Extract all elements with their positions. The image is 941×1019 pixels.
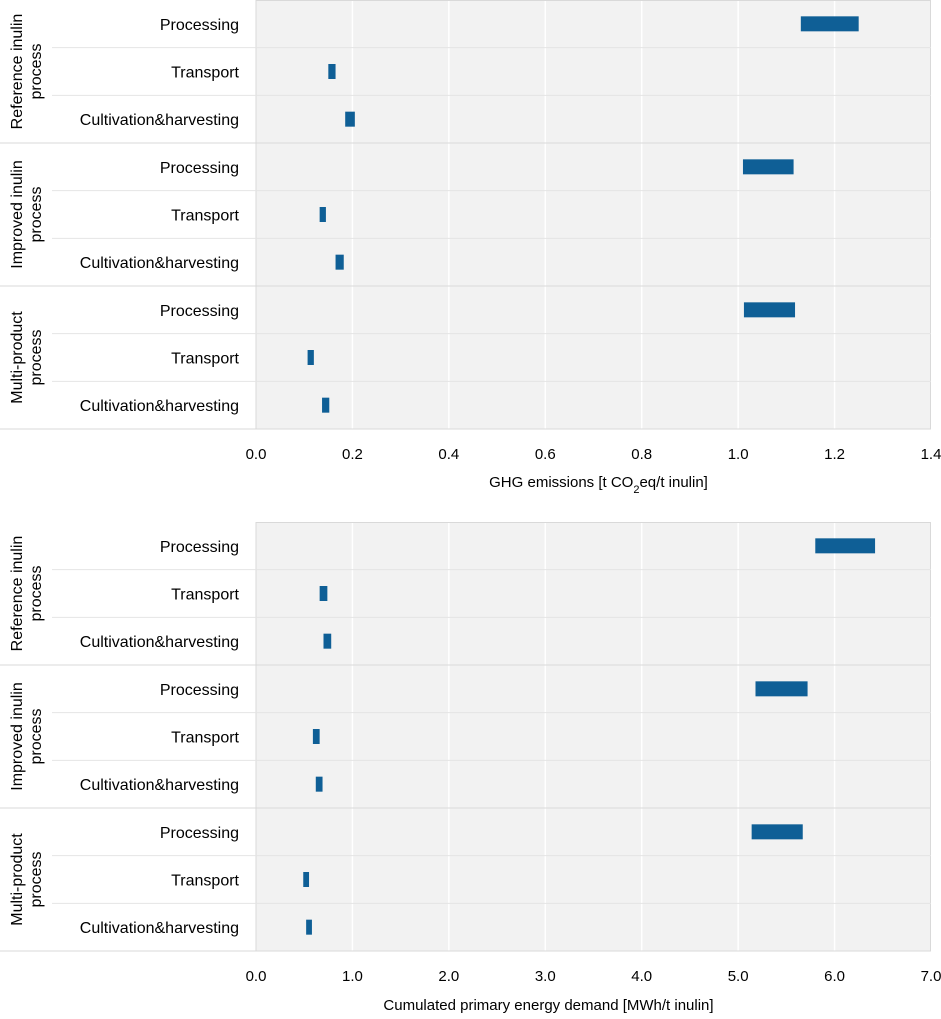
- category-label: Processing: [160, 17, 239, 34]
- x-axis-title-part: eq/t inulin]: [639, 474, 707, 491]
- range-bar: [335, 254, 344, 270]
- group-label: Reference inulin process: [9, 536, 45, 652]
- group-label-line: Reference inulin: [9, 14, 26, 130]
- x-tick-label: 1.2: [824, 446, 845, 463]
- category-label: Transport: [171, 730, 239, 747]
- category-label: Transport: [171, 587, 239, 604]
- group-label: Multi-product process: [9, 311, 45, 404]
- range-bar: [319, 586, 328, 601]
- x-axis-title-part: GHG emissions [t CO: [489, 474, 633, 491]
- category-label: Cultivation&harvesting: [80, 634, 239, 651]
- range-bar: [800, 16, 859, 32]
- category-label: Cultivation&harvesting: [80, 398, 239, 415]
- range-bar: [755, 681, 808, 697]
- range-bar: [319, 207, 326, 222]
- x-tick-label: 5.0: [728, 968, 749, 985]
- x-axis-title: GHG emissions [t CO2eq/t inulin]: [489, 474, 708, 496]
- x-tick-label: 1.0: [342, 968, 363, 985]
- plot-area: [256, 522, 931, 951]
- group-label-line: process: [28, 43, 45, 99]
- category-label: Cultivation&harvesting: [80, 112, 239, 129]
- x-tick-label: 1.4: [921, 446, 941, 463]
- x-axis-title-subscript: 2: [633, 484, 639, 496]
- group-label-line: process: [28, 329, 45, 385]
- x-tick-label: 0.8: [631, 446, 652, 463]
- category-label: Cultivation&harvesting: [80, 255, 239, 272]
- range-bar: [322, 397, 330, 413]
- x-tick-label: 0.2: [342, 446, 363, 463]
- x-tick-label: 3.0: [535, 968, 556, 985]
- category-label: Transport: [171, 873, 239, 890]
- x-tick-label: 4.0: [631, 968, 652, 985]
- ghg-chart: Reference inulin processProcessingTranspo…: [0, 0, 941, 496]
- category-label: Processing: [160, 825, 239, 842]
- group-label-line: Reference inulin: [9, 536, 26, 652]
- range-bar: [328, 64, 336, 79]
- group-label-line: process: [28, 708, 45, 764]
- range-bar: [751, 824, 803, 840]
- x-tick-label: 0.0: [246, 968, 267, 985]
- category-label: Cultivation&harvesting: [80, 920, 239, 937]
- group-label-line: Improved inulin: [9, 160, 26, 269]
- range-bar: [306, 919, 312, 935]
- group-label-line: Improved inulin: [9, 682, 26, 791]
- range-bar: [303, 872, 310, 887]
- range-bar: [312, 729, 320, 744]
- category-label: Processing: [160, 682, 239, 699]
- range-bar: [323, 633, 332, 649]
- category-label: Transport: [171, 208, 239, 225]
- group-label-line: process: [28, 565, 45, 621]
- x-axis-title: Cumulated primary energy demand [MWh/t i…: [383, 997, 713, 1014]
- range-bar: [345, 111, 355, 127]
- x-tick-label: 2.0: [438, 968, 459, 985]
- group-label: Reference inulin process: [9, 14, 45, 130]
- x-tick-label: 7.0: [921, 968, 941, 985]
- category-label: Transport: [171, 351, 239, 368]
- x-tick-label: 0.4: [438, 446, 459, 463]
- plot-area: [256, 0, 931, 429]
- group-label-line: process: [28, 186, 45, 242]
- category-label: Cultivation&harvesting: [80, 777, 239, 794]
- range-bar: [815, 538, 876, 554]
- x-tick-label: 0.0: [246, 446, 267, 463]
- range-bar: [742, 159, 794, 175]
- group-label-line: Multi-product: [9, 833, 26, 926]
- energy-chart: Reference inulin processProcessingTranspo…: [0, 522, 941, 1014]
- category-label: Processing: [160, 303, 239, 320]
- range-bar: [743, 302, 796, 318]
- group-label: Improved inulin process: [9, 160, 45, 269]
- x-tick-label: 6.0: [824, 968, 845, 985]
- group-label-line: process: [28, 851, 45, 907]
- group-label-line: Multi-product: [9, 311, 26, 404]
- category-label: Processing: [160, 160, 239, 177]
- range-bar: [307, 350, 314, 365]
- x-tick-label: 0.6: [535, 446, 556, 463]
- group-label: Multi-product process: [9, 833, 45, 926]
- x-tick-label: 1.0: [728, 446, 749, 463]
- range-bar: [315, 776, 323, 792]
- category-label: Processing: [160, 539, 239, 556]
- group-label: Improved inulin process: [9, 682, 45, 791]
- category-label: Transport: [171, 65, 239, 82]
